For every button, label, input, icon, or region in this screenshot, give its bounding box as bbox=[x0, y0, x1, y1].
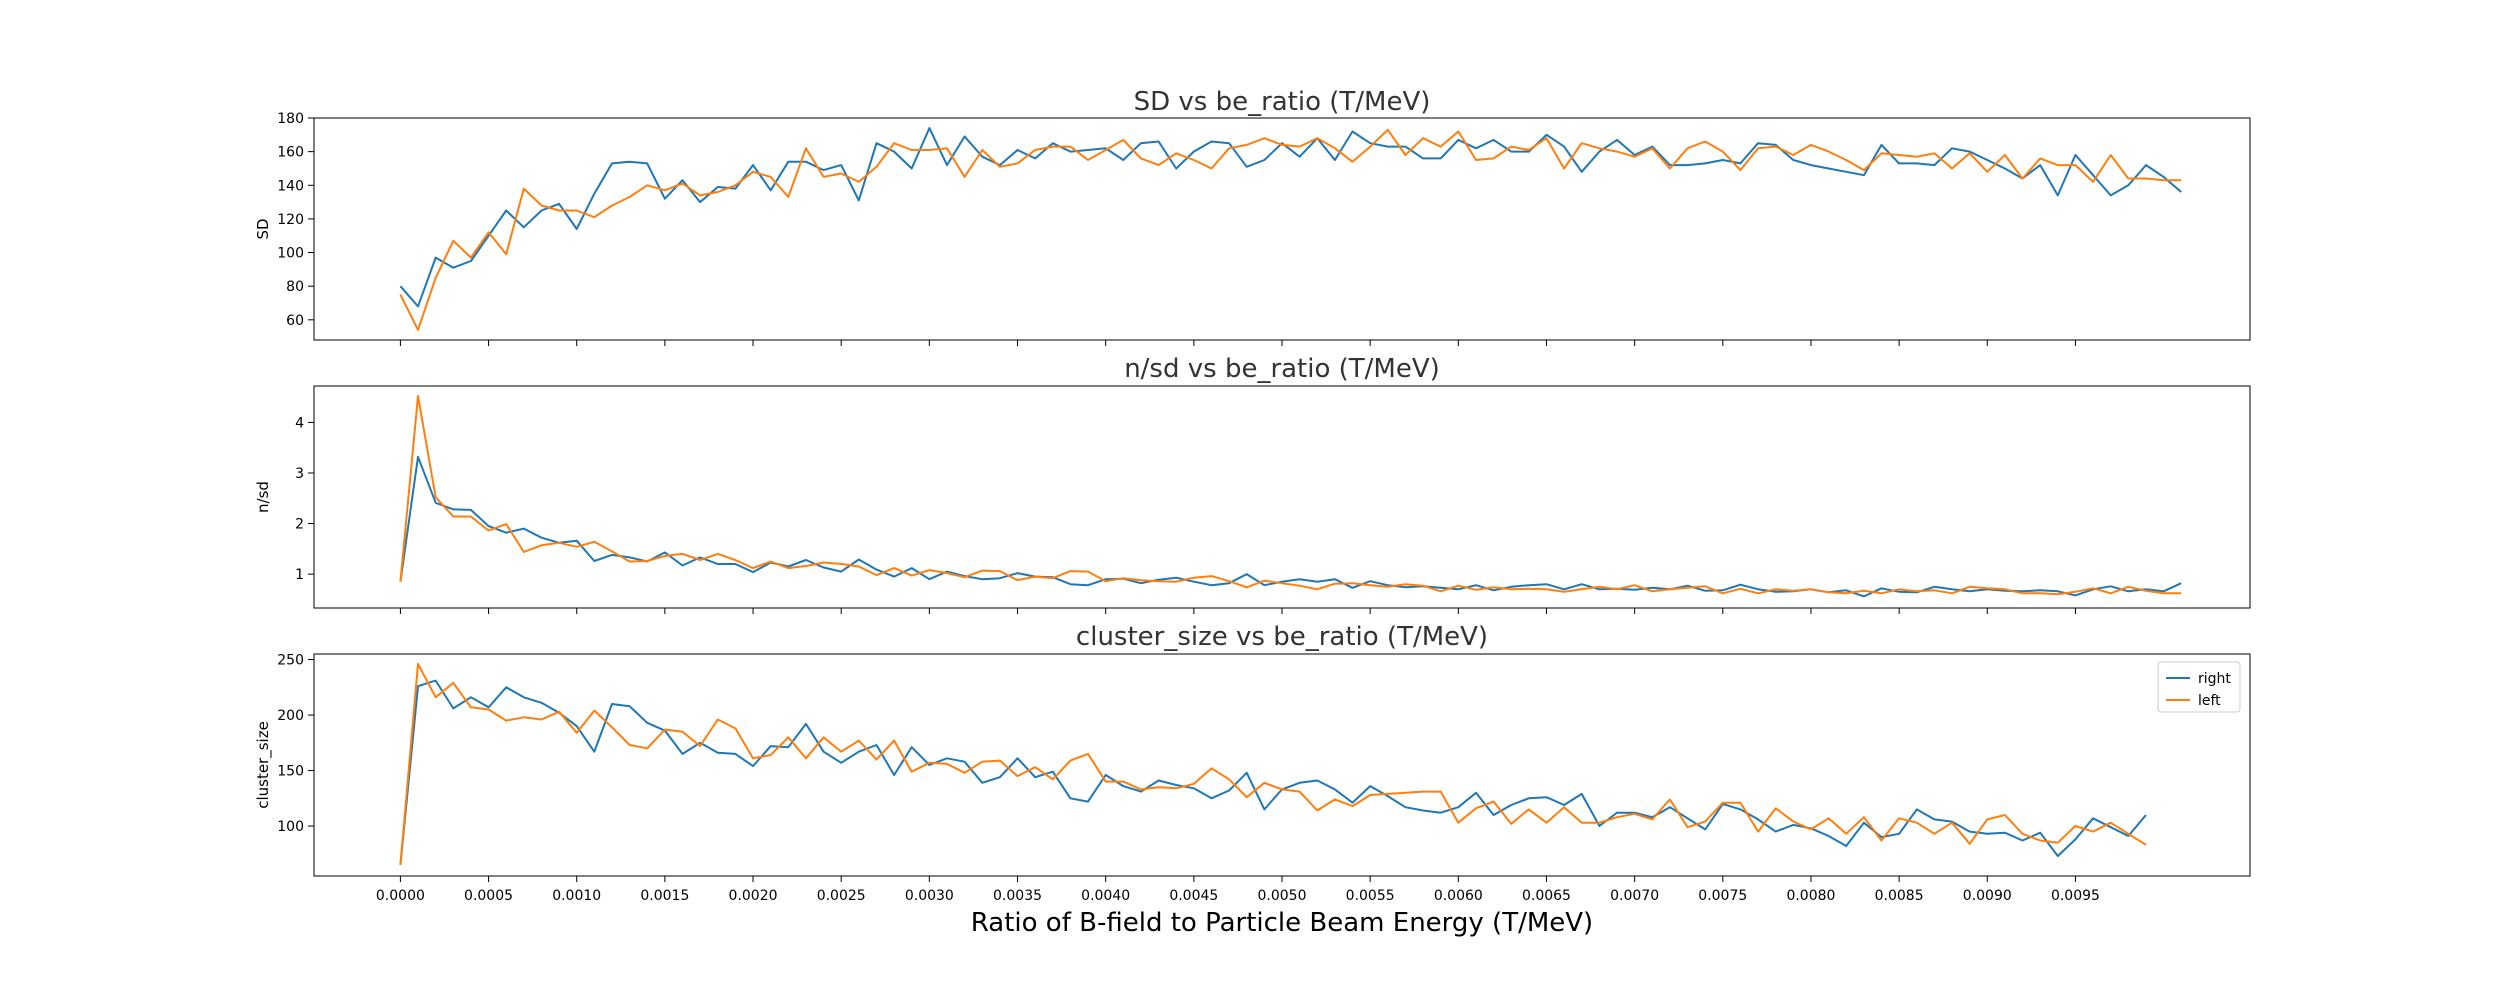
subplot-1: SD vs be_ratio (T/MeV) SD 60 80 100 120 140 160… bbox=[254, 87, 2251, 346]
subplot-3: cluster_size vs be_ratio (T/MeV) cluster_… bbox=[254, 622, 2251, 904]
x-tick-label: 0.0005 bbox=[464, 888, 513, 904]
y-tick-label: 150 bbox=[277, 764, 304, 780]
x-tick-label: 0.0085 bbox=[1875, 888, 1924, 904]
x-tick-label: 0.0060 bbox=[1434, 888, 1483, 904]
x-tick-label: 0.0040 bbox=[1081, 888, 1130, 904]
x-tick-label: 0.0000 bbox=[376, 888, 425, 904]
legend-label-right: right bbox=[2198, 671, 2231, 687]
axes-frame bbox=[313, 653, 2251, 877]
y-tick-label: 1 bbox=[295, 567, 304, 583]
x-tick-label: 0.0035 bbox=[993, 888, 1042, 904]
legend: right left bbox=[2157, 661, 2241, 713]
x-tick-label: 0.0025 bbox=[817, 888, 866, 904]
y-tick-label: 100 bbox=[277, 246, 304, 262]
subplot-2: n/sd vs be_ratio (T/MeV) n/sd 1 2 3 4 bbox=[254, 354, 2251, 614]
y-tick-label: 80 bbox=[286, 279, 304, 295]
y-tick-label: 2 bbox=[295, 517, 304, 533]
x-tick-label: 0.0015 bbox=[640, 888, 689, 904]
y-axis-label: n/sd bbox=[254, 481, 272, 513]
x-tick-label: 0.0090 bbox=[1963, 888, 2012, 904]
legend-label-left: left bbox=[2198, 693, 2221, 709]
series-line-left bbox=[399, 395, 2182, 596]
subplot-title: cluster_size vs be_ratio (T/MeV) bbox=[1076, 622, 1488, 652]
y-tick-label: 60 bbox=[286, 313, 304, 329]
y-tick-label: 200 bbox=[277, 708, 304, 724]
x-tick-label: 0.0020 bbox=[729, 888, 778, 904]
x-tick-label: 0.0010 bbox=[552, 888, 601, 904]
axes-frame bbox=[313, 117, 2251, 341]
x-tick-label: 0.0070 bbox=[1610, 888, 1659, 904]
x-tick-label: 0.0065 bbox=[1522, 888, 1571, 904]
x-tick-label: 0.0030 bbox=[905, 888, 954, 904]
y-axis-label: SD bbox=[254, 218, 272, 239]
x-tick-label: 0.0080 bbox=[1786, 888, 1835, 904]
y-axis-label: cluster_size bbox=[254, 721, 273, 809]
series-line-right bbox=[399, 679, 2147, 865]
subplot-title: n/sd vs be_ratio (T/MeV) bbox=[1124, 354, 1440, 384]
x-tick-label: 0.0045 bbox=[1169, 888, 1218, 904]
x-tick-label: 0.0050 bbox=[1258, 888, 1307, 904]
y-tick-label: 120 bbox=[277, 212, 304, 228]
subplot-title: SD vs be_ratio (T/MeV) bbox=[1134, 87, 1431, 117]
series-line-right bbox=[399, 127, 2182, 308]
axes-frame bbox=[313, 385, 2251, 609]
y-tick-label: 250 bbox=[277, 653, 304, 669]
y-tick-label: 180 bbox=[277, 111, 304, 127]
series-line-left bbox=[399, 663, 2147, 865]
x-tick-label: 0.0095 bbox=[2051, 888, 2100, 904]
y-tick-label: 100 bbox=[277, 819, 304, 835]
y-tick-label: 140 bbox=[277, 178, 304, 194]
x-tick-label: 0.0055 bbox=[1346, 888, 1395, 904]
y-tick-label: 3 bbox=[295, 466, 304, 482]
x-tick-label: 0.0075 bbox=[1698, 888, 1747, 904]
series-line-left bbox=[399, 128, 2182, 331]
y-tick-label: 4 bbox=[295, 415, 304, 431]
x-axis-label: Ratio of B-field to Particle Beam Energy… bbox=[971, 908, 1593, 938]
y-tick-label: 160 bbox=[277, 145, 304, 161]
